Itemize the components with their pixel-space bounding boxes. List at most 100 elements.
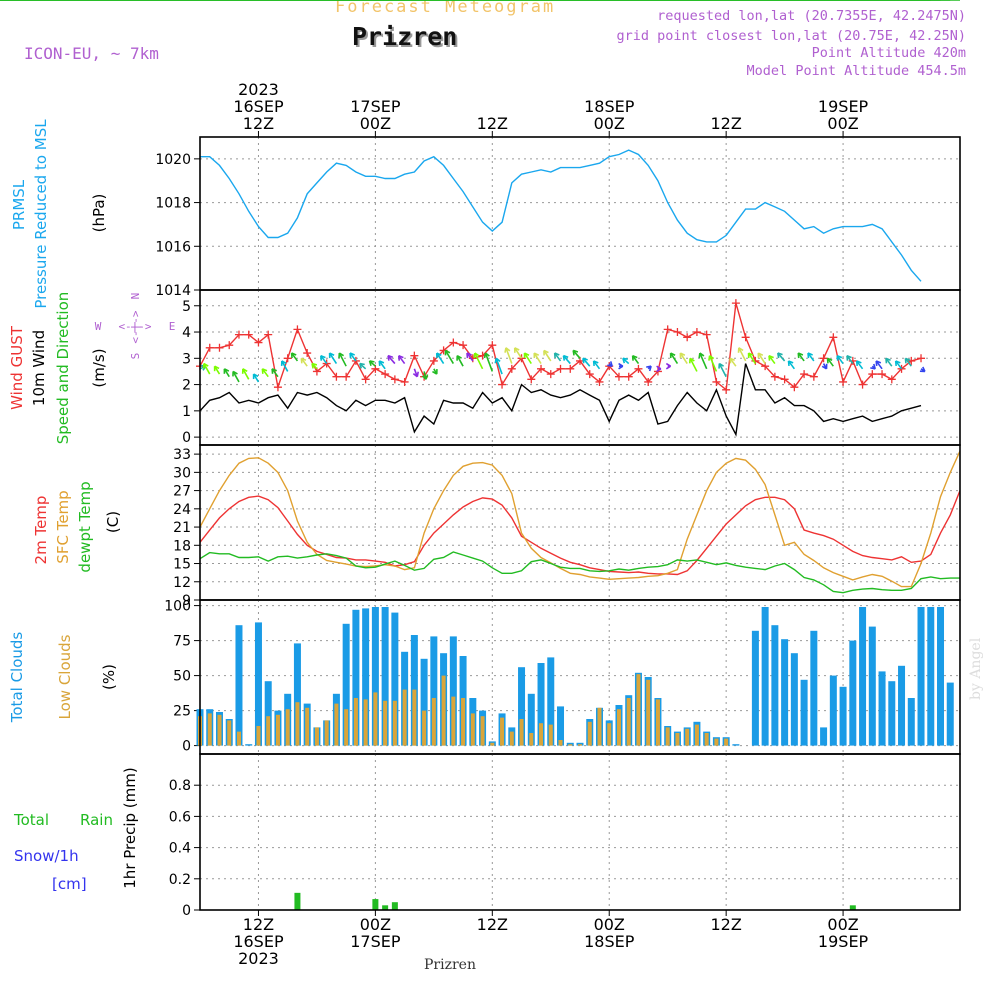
y-tick-label: 5 bbox=[182, 299, 191, 315]
bar-total-clouds bbox=[859, 607, 867, 746]
y-tick-label: 24 bbox=[173, 502, 191, 518]
wind-vector-head bbox=[894, 360, 901, 366]
bar-total-clouds bbox=[449, 636, 457, 746]
y-tick-label: 50 bbox=[173, 669, 191, 685]
bar-low-clouds bbox=[295, 702, 300, 746]
wind-vector bbox=[281, 360, 289, 372]
wind-vector-head bbox=[919, 366, 926, 373]
gust-marker bbox=[878, 370, 887, 379]
bar-low-clouds bbox=[275, 714, 280, 746]
wind-vector-head bbox=[708, 355, 715, 361]
wind-vector bbox=[582, 357, 591, 367]
gust-marker bbox=[683, 333, 692, 342]
temp-2m-label: 2m Temp bbox=[32, 496, 50, 565]
gust-marker bbox=[225, 341, 234, 350]
gust-marker bbox=[254, 338, 263, 347]
gust-marker bbox=[361, 375, 370, 384]
bar-total-clouds bbox=[576, 742, 584, 746]
wind-vector-head bbox=[904, 357, 911, 364]
gust-marker bbox=[410, 351, 419, 360]
bottom-time-label: 17SEP bbox=[350, 932, 401, 951]
wind-vector-head bbox=[846, 354, 852, 361]
wind-vector bbox=[895, 360, 903, 370]
gust-marker bbox=[293, 325, 302, 334]
bottom-time-label: 16SEP bbox=[233, 932, 284, 951]
bar-total-clouds bbox=[898, 665, 906, 746]
top-time-label: 18SEP bbox=[584, 97, 635, 116]
wind-vector-head bbox=[349, 352, 355, 359]
bar-total-clouds bbox=[537, 663, 545, 746]
wind-vector-head bbox=[504, 347, 511, 353]
wind-vector-head bbox=[444, 349, 451, 356]
wind-vector bbox=[708, 355, 718, 372]
bar-total-clouds bbox=[917, 607, 925, 746]
bar-low-clouds bbox=[626, 698, 631, 746]
wind-vector-head bbox=[607, 361, 613, 367]
bar-low-clouds bbox=[207, 713, 212, 746]
wind-vector-head bbox=[261, 368, 268, 374]
y-tick-label: 4 bbox=[182, 325, 191, 341]
gust-marker bbox=[644, 377, 653, 386]
wind-vector-head bbox=[855, 360, 862, 366]
wind-vector-head bbox=[300, 357, 307, 364]
wind-vector bbox=[856, 360, 864, 370]
wind-vector-head bbox=[523, 352, 530, 359]
gust-marker bbox=[722, 385, 731, 394]
bar-total-clouds bbox=[751, 630, 759, 746]
grid-point-coords: grid point closest lon,lat (20.75E, 42.2… bbox=[616, 28, 967, 44]
wind-vector-head bbox=[821, 363, 828, 370]
wind-vector-head bbox=[622, 357, 628, 364]
clouds-total-label: Total Clouds bbox=[8, 632, 26, 724]
y-tick-label: 0.4 bbox=[169, 841, 191, 857]
wind-vector bbox=[203, 363, 211, 375]
pressure-unit-label: (hPa) bbox=[90, 194, 108, 233]
top-time-label: 2023 bbox=[238, 80, 279, 99]
bar-low-clouds bbox=[675, 733, 680, 746]
bar-low-clouds bbox=[363, 699, 368, 746]
wind-vector-head bbox=[797, 352, 804, 359]
wind-vector bbox=[505, 347, 513, 364]
wind-vector bbox=[836, 355, 844, 365]
gust-marker bbox=[546, 370, 555, 379]
wind-vector-head bbox=[777, 352, 783, 359]
gust-marker bbox=[917, 354, 926, 363]
bar-total-clouds bbox=[352, 609, 360, 746]
top-time-label: 12Z bbox=[710, 114, 741, 133]
gust-marker bbox=[429, 356, 438, 365]
bar-low-clouds bbox=[724, 738, 729, 746]
gust-marker bbox=[624, 372, 633, 381]
y-tick-label: 75 bbox=[173, 634, 191, 650]
gust-marker bbox=[507, 364, 516, 373]
gust-marker bbox=[488, 341, 497, 350]
pressure-label-prmsl: PRMSL bbox=[10, 179, 28, 230]
gust-marker bbox=[809, 372, 818, 381]
model-label: ICON-EU, ~ 7km bbox=[24, 44, 159, 63]
bar-total-clouds bbox=[566, 742, 574, 746]
clouds-unit-label: (%) bbox=[100, 664, 118, 690]
bar-low-clouds bbox=[305, 707, 310, 746]
gust-marker bbox=[634, 364, 643, 373]
gust-marker bbox=[731, 299, 740, 308]
wind-vector bbox=[474, 352, 484, 370]
bar-low-clouds bbox=[646, 679, 651, 746]
wind-vector bbox=[757, 352, 766, 364]
bar-low-clouds bbox=[256, 726, 261, 746]
y-tick-label: 3 bbox=[182, 351, 191, 367]
super-title: Forecast Meteogram bbox=[335, 0, 556, 17]
y-tick-label: 0 bbox=[182, 903, 191, 919]
bar-low-clouds bbox=[373, 692, 378, 746]
gust-marker bbox=[800, 370, 809, 379]
gust-marker bbox=[459, 341, 468, 350]
bar-total-clouds bbox=[381, 607, 389, 746]
wind-vector bbox=[466, 352, 474, 362]
wind-vector bbox=[378, 360, 386, 370]
panel-frame-precip bbox=[199, 753, 961, 911]
wind-vector-head bbox=[669, 352, 676, 359]
wind-vector bbox=[768, 355, 776, 365]
wind-vector bbox=[398, 355, 406, 365]
gust-marker bbox=[887, 375, 896, 384]
bar-low-clouds bbox=[383, 700, 388, 746]
wind-gust-label: Wind GUST bbox=[8, 325, 26, 410]
location-title: Prizren bbox=[352, 22, 458, 51]
